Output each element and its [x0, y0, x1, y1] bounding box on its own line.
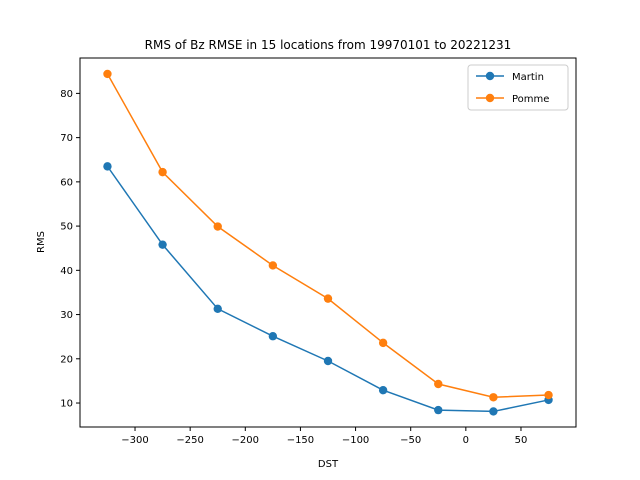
series-layer	[103, 69, 553, 416]
legend-marker-martin	[485, 71, 495, 81]
data-point-martin	[158, 240, 167, 249]
y-tick-label: 10	[60, 399, 73, 410]
x-tick-label: −150	[287, 435, 314, 446]
y-axis-label: RMS	[36, 231, 47, 253]
data-point-martin	[268, 332, 278, 341]
chart-title: RMS of Bz RMSE in 15 locations from 1997…	[145, 38, 512, 52]
data-point-pomme	[434, 379, 443, 389]
x-tick-label: −250	[176, 435, 203, 446]
legend-label-martin: Martin	[512, 72, 544, 83]
y-tick-label: 70	[60, 133, 73, 144]
data-point-pomme	[378, 338, 388, 348]
data-point-martin	[489, 407, 498, 416]
x-axis-label: DST	[318, 459, 339, 470]
x-tick-label: 50	[515, 435, 528, 446]
legend-label-pomme: Pomme	[512, 94, 549, 105]
data-point-martin	[213, 304, 222, 314]
x-tick-label: −50	[400, 435, 421, 446]
data-point-martin	[378, 385, 388, 395]
y-tick-label: 20	[60, 354, 73, 365]
data-point-pomme	[323, 294, 333, 303]
data-point-martin	[434, 405, 443, 415]
y-tick-label: 40	[60, 266, 73, 277]
legend-marker-pomme	[485, 93, 495, 103]
data-point-pomme	[489, 393, 498, 402]
plot-area	[79, 57, 577, 428]
legend: Martin Pomme	[467, 64, 569, 111]
y-tick-label: 80	[60, 89, 73, 100]
x-tick-label: −200	[232, 435, 259, 446]
x-tick-label: −100	[342, 435, 369, 446]
data-point-martin	[103, 162, 112, 171]
data-point-pomme	[103, 69, 112, 79]
data-point-pomme	[544, 390, 553, 400]
y-tick-label: 60	[60, 177, 73, 188]
x-tick-label: 0	[463, 435, 469, 446]
data-point-pomme	[213, 222, 222, 231]
data-point-pomme	[268, 261, 278, 270]
y-tick-label: 30	[60, 310, 73, 321]
x-axis: −300 −250 −200 −150 −100 −50 0 50	[121, 427, 527, 446]
data-point-pomme	[158, 167, 167, 177]
y-tick-label: 50	[60, 222, 73, 233]
data-point-martin	[323, 356, 333, 366]
x-tick-label: −300	[121, 435, 148, 446]
y-axis: 10 20 30 40 50 60 70 80	[60, 89, 80, 410]
